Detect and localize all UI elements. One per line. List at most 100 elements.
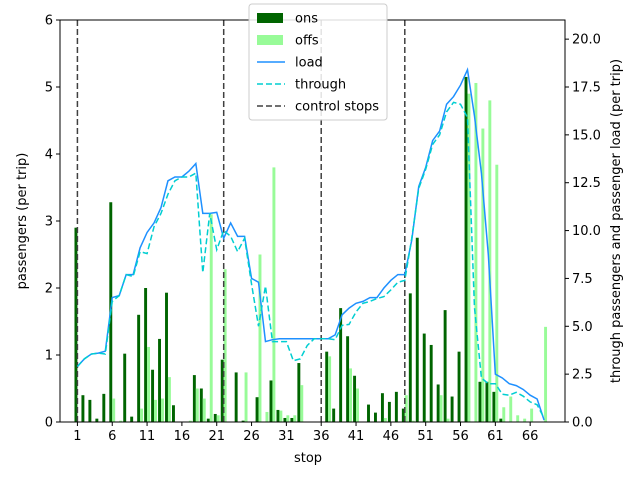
x-tick-label: 41 bbox=[348, 429, 365, 444]
y-right-tick-label: 12.5 bbox=[572, 176, 601, 191]
offs-bar bbox=[154, 399, 157, 422]
legend-box bbox=[248, 3, 388, 121]
ons-bar bbox=[492, 391, 496, 422]
ons-bar bbox=[499, 418, 503, 422]
ons-bar bbox=[443, 310, 447, 422]
ons-bar bbox=[429, 344, 433, 422]
y-left-tick-label: 6 bbox=[45, 14, 53, 29]
y-left-tick-label: 4 bbox=[45, 148, 53, 163]
offs-bar bbox=[544, 326, 548, 422]
offs-bar bbox=[161, 398, 164, 422]
ons-bar bbox=[241, 420, 245, 422]
ons-bar bbox=[88, 399, 92, 422]
ons-bar bbox=[144, 288, 148, 422]
offs-bar bbox=[383, 417, 387, 422]
offs-bar bbox=[530, 408, 534, 422]
offs-bar bbox=[167, 377, 171, 422]
ons-bar bbox=[283, 417, 287, 422]
offs-bar bbox=[286, 415, 290, 422]
ons-bar bbox=[485, 381, 489, 422]
y-axis-right: 0.0 2.5 5.0 7.5 10.0 12.5 15.0 17.5 20.0 bbox=[565, 33, 601, 431]
x-tick-label: 61 bbox=[487, 429, 504, 444]
y-right-tick-label: 15.0 bbox=[572, 128, 601, 143]
ons-bar bbox=[332, 408, 336, 422]
legend-swatch bbox=[257, 35, 283, 45]
ons-bar bbox=[206, 418, 210, 422]
ons-bar bbox=[374, 412, 377, 422]
x-tick-label: 56 bbox=[452, 429, 469, 444]
y-right-tick-label: 0.0 bbox=[572, 416, 593, 431]
x-tick-label: 36 bbox=[313, 429, 330, 444]
offs-bar bbox=[223, 269, 227, 422]
offs-bar bbox=[209, 214, 213, 422]
offs-bar bbox=[349, 368, 352, 422]
legend-swatch bbox=[257, 13, 283, 23]
offs-bar bbox=[258, 254, 262, 422]
offs-bar bbox=[481, 128, 485, 423]
x-axis: 1 6 11 16 21 26 31 36 41 46 51 56 61 66 bbox=[73, 422, 538, 444]
offs-bar bbox=[112, 398, 116, 422]
offs-bar bbox=[404, 395, 408, 422]
ons-bar bbox=[102, 393, 106, 422]
ons-bar bbox=[81, 395, 85, 422]
offs-bar bbox=[119, 420, 123, 422]
ons-bar bbox=[478, 381, 482, 422]
x-tick-label: 26 bbox=[243, 429, 260, 444]
ons-bar bbox=[415, 237, 419, 422]
y-left-tick-label: 1 bbox=[45, 349, 53, 364]
ons-bar bbox=[387, 401, 391, 422]
ons-bar bbox=[74, 227, 78, 422]
y-right-tick-label: 17.5 bbox=[572, 81, 601, 96]
ons-bar bbox=[367, 404, 370, 422]
ons-bar bbox=[325, 351, 329, 422]
offs-bar bbox=[216, 415, 220, 422]
x-tick-label: 11 bbox=[139, 429, 156, 444]
ons-bar bbox=[137, 314, 141, 422]
offs-bar bbox=[147, 346, 150, 422]
offs-bar bbox=[300, 385, 304, 422]
x-tick-label: 6 bbox=[108, 429, 116, 444]
ons-bar bbox=[192, 375, 196, 422]
ons-bar bbox=[151, 369, 155, 422]
legend-label: through bbox=[295, 78, 346, 93]
offs-bar bbox=[244, 372, 248, 422]
x-tick-label: 1 bbox=[73, 429, 81, 444]
offs-bar bbox=[272, 167, 276, 422]
ons-bar bbox=[422, 333, 426, 422]
ons-bar bbox=[394, 391, 398, 422]
ons-bar bbox=[172, 405, 175, 422]
legend: ons offs load through control stops bbox=[248, 3, 388, 121]
ons-bar bbox=[346, 336, 350, 422]
ons-bar bbox=[269, 380, 273, 422]
y-right-tick-label: 2.5 bbox=[572, 368, 593, 383]
offs-bar bbox=[188, 420, 192, 422]
y-axis-right-label: through passengers and passenger load (p… bbox=[609, 59, 624, 383]
plot-area bbox=[59, 19, 566, 423]
offs-bar bbox=[446, 418, 450, 422]
legend-label: load bbox=[295, 56, 323, 71]
x-tick-label: 16 bbox=[174, 429, 191, 444]
through-line bbox=[76, 101, 545, 419]
legend-label: offs bbox=[295, 34, 319, 49]
ons-bar bbox=[401, 408, 405, 422]
offs-bar bbox=[502, 407, 506, 422]
offs-bar bbox=[202, 398, 206, 422]
y-right-tick-label: 10.0 bbox=[572, 224, 601, 239]
offs-bar bbox=[523, 418, 527, 422]
offs-bar bbox=[293, 415, 297, 422]
x-tick-label: 51 bbox=[417, 429, 434, 444]
offs-bar bbox=[495, 164, 499, 422]
offs-bar bbox=[411, 420, 415, 422]
y-right-tick-label: 7.5 bbox=[572, 272, 593, 287]
ons-bar bbox=[339, 308, 343, 422]
y-right-tick-label: 20.0 bbox=[572, 33, 601, 48]
ons-bar bbox=[95, 418, 99, 422]
ons-bar bbox=[297, 363, 301, 422]
legend-label: ons bbox=[295, 12, 318, 27]
y-left-tick-label: 5 bbox=[45, 81, 53, 96]
ons-bar bbox=[464, 76, 468, 422]
x-axis-label: stop bbox=[294, 451, 322, 466]
offs-bar bbox=[195, 388, 199, 422]
offs-bar bbox=[474, 82, 478, 422]
